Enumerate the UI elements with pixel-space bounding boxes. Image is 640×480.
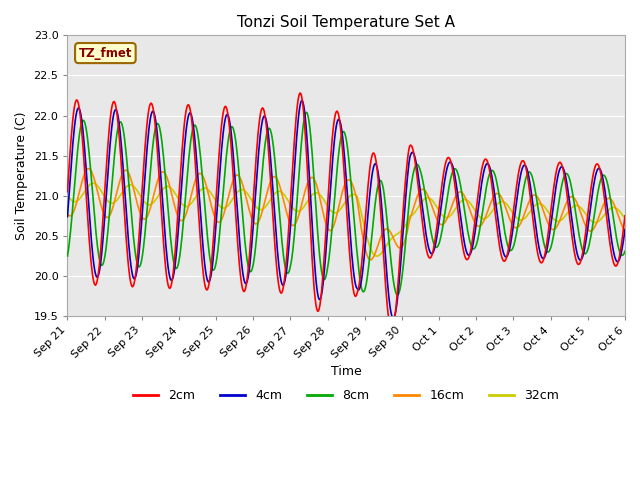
X-axis label: Time: Time — [331, 365, 362, 378]
Legend: 2cm, 4cm, 8cm, 16cm, 32cm: 2cm, 4cm, 8cm, 16cm, 32cm — [128, 384, 564, 407]
Y-axis label: Soil Temperature (C): Soil Temperature (C) — [15, 111, 28, 240]
Text: TZ_fmet: TZ_fmet — [79, 47, 132, 60]
Title: Tonzi Soil Temperature Set A: Tonzi Soil Temperature Set A — [237, 15, 455, 30]
